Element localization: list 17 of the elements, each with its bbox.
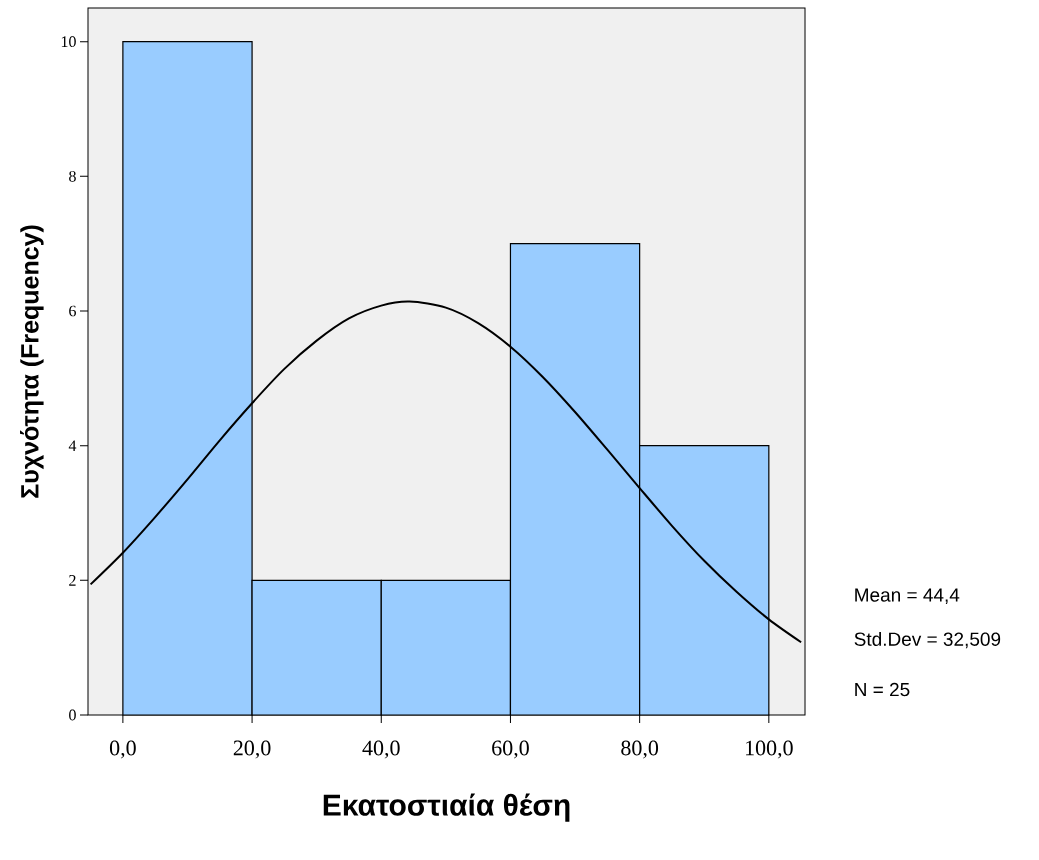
text: N = 25 bbox=[855, 682, 910, 697]
y-axis-title: Συχνότητα (Frequency) bbox=[20, 225, 44, 498]
text: Mean = 44,4 bbox=[855, 588, 960, 604]
y-tick-label: 4 bbox=[68, 440, 77, 451]
x-tick-label: 100,0 bbox=[746, 740, 793, 759]
x-tick-label: 80,0 bbox=[621, 740, 659, 759]
x-tick-label: 20,0 bbox=[233, 740, 271, 759]
y-tick-label: 8 bbox=[69, 170, 76, 182]
x-tick-label: 0,0 bbox=[109, 740, 136, 759]
y-tick-label: 2 bbox=[69, 575, 76, 586]
y-tick-label: 0 bbox=[69, 709, 76, 721]
y-tick-label: 10 bbox=[61, 36, 76, 48]
text: Std.Dev = 32,509 bbox=[854, 631, 1001, 649]
y-tick-label: 6 bbox=[69, 305, 76, 317]
x-tick-label: 60,0 bbox=[492, 740, 529, 759]
x-axis-title: Εκατοστιαία θέση bbox=[323, 793, 570, 822]
x-tick-label: 40,0 bbox=[362, 740, 400, 759]
